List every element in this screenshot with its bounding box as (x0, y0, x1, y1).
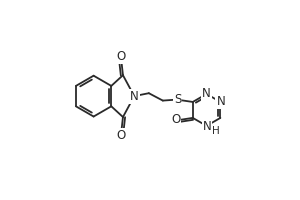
Text: O: O (171, 113, 181, 126)
Text: O: O (117, 50, 126, 63)
Text: N: N (130, 90, 139, 103)
Text: O: O (117, 129, 126, 142)
Text: N: N (202, 87, 211, 100)
Text: N: N (216, 95, 225, 108)
Text: N: N (202, 120, 211, 133)
Text: S: S (174, 93, 182, 106)
Text: H: H (212, 126, 220, 136)
